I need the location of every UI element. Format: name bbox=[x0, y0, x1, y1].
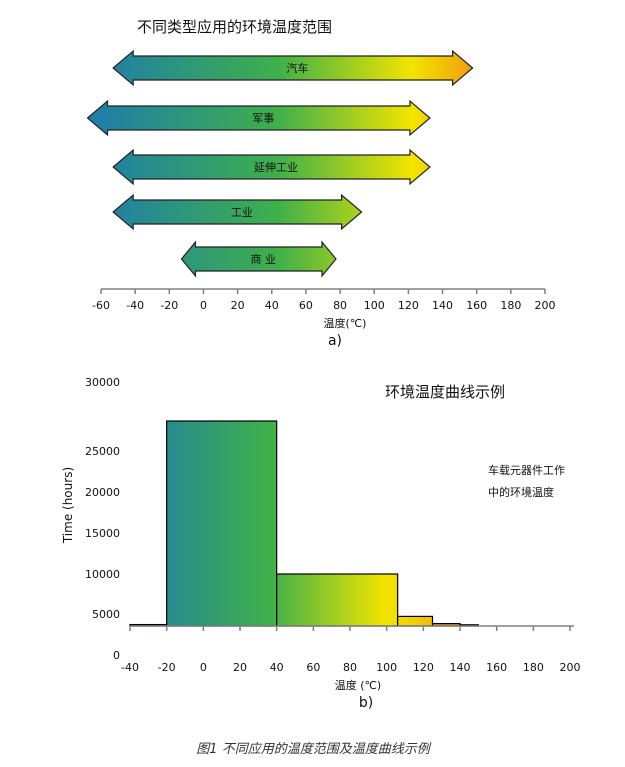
figure-caption: 图1 不同应用的温度范围及温度曲线示例 bbox=[196, 741, 431, 757]
bar-y-ticks: 0 5000 10000 15000 20000 25000 30000 bbox=[85, 376, 120, 662]
bar-x-tick-label: -20 bbox=[158, 661, 176, 674]
bar-x-axis-label: 温度 (℃) bbox=[335, 678, 381, 692]
range-arrow-label: 延伸工业 bbox=[254, 161, 298, 174]
bar-x-tick-label: 200 bbox=[560, 661, 581, 674]
bar-chart-title: 环境温度曲线示例 bbox=[385, 383, 505, 401]
panel-a-label: a) bbox=[328, 333, 342, 349]
range-arrow-body bbox=[112, 49, 474, 87]
bar-y-tick-label: 25000 bbox=[85, 445, 120, 458]
range-x-tick-label: 200 bbox=[535, 299, 556, 312]
bar-y-tick-label: 15000 bbox=[85, 527, 120, 540]
range-chart-title: 不同类型应用的环境温度范围 bbox=[137, 18, 332, 36]
bar-chart-annotation-line-1: 车载元器件工作 bbox=[488, 463, 565, 477]
bar-y-tick-label: 10000 bbox=[85, 568, 120, 581]
range-arrow-body bbox=[112, 148, 431, 186]
bar-x-tick-label: 80 bbox=[343, 661, 357, 674]
range-x-tick-label: 20 bbox=[231, 299, 245, 312]
range-x-tick-label: 0 bbox=[200, 299, 207, 312]
histogram-bar bbox=[166, 420, 278, 627]
range-x-tick-label: 40 bbox=[265, 299, 279, 312]
range-x-tick-label: 100 bbox=[364, 299, 385, 312]
histogram-bar bbox=[397, 615, 434, 627]
range-arrow-body bbox=[86, 99, 431, 137]
range-x-tick-label: 80 bbox=[333, 299, 347, 312]
range-x-tick-label: 120 bbox=[398, 299, 419, 312]
range-x-ticks: -60 -40 -20 0 20 40 60 80 100 120 140 160 180 200 bbox=[92, 289, 556, 312]
bar-y-tick-label: 20000 bbox=[85, 486, 120, 499]
bar-x-tick-label: 160 bbox=[486, 661, 507, 674]
range-arrow-label: 军事 bbox=[252, 112, 274, 125]
range-x-tick-label: -40 bbox=[126, 299, 144, 312]
range-x-axis-label: 温度(℃) bbox=[324, 316, 367, 330]
range-arrow: 延伸工业 bbox=[112, 148, 431, 186]
bar-x-tick-label: 20 bbox=[233, 661, 247, 674]
bar-chart-annotation-line-2: 中的环境温度 bbox=[488, 485, 554, 499]
bar-x-tick-label: 0 bbox=[200, 661, 207, 674]
panel-b-label: b) bbox=[359, 695, 373, 711]
bar-y-tick-label: 30000 bbox=[85, 376, 120, 389]
range-arrow-label: 汽车 bbox=[286, 61, 308, 75]
range-arrow-body bbox=[112, 193, 363, 231]
range-arrow-label: 商 业 bbox=[250, 252, 276, 266]
bar-x-tick-label: 120 bbox=[413, 661, 434, 674]
bar-y-tick-label: 5000 bbox=[92, 608, 120, 621]
histogram-bar bbox=[276, 573, 399, 627]
bar-x-tick-label: 40 bbox=[270, 661, 284, 674]
range-x-tick-label: 180 bbox=[500, 299, 521, 312]
range-x-tick-label: 140 bbox=[432, 299, 453, 312]
bar-y-axis-label: Time (hours) bbox=[61, 467, 75, 544]
range-x-tick-label: -60 bbox=[92, 299, 110, 312]
bar-y-tick-label: 0 bbox=[113, 649, 120, 662]
range-x-tick-label: -20 bbox=[160, 299, 178, 312]
range-arrow-body bbox=[180, 240, 337, 278]
range-arrow: 军事 bbox=[86, 99, 431, 137]
bar-chart: 环境温度曲线示例 车载元器件工作 中的环境温度 0 5000 10000 15000 2… bbox=[61, 376, 581, 711]
range-arrow: 汽车 bbox=[112, 49, 474, 87]
range-x-tick-label: 160 bbox=[466, 299, 487, 312]
range-arrow: 商 业 bbox=[180, 240, 337, 278]
range-x-tick-label: 60 bbox=[299, 299, 313, 312]
range-arrow: 工业 bbox=[112, 193, 363, 231]
bar-x-tick-label: 60 bbox=[306, 661, 320, 674]
bar-x-tick-label: 140 bbox=[450, 661, 471, 674]
bar-x-tick-label: 180 bbox=[523, 661, 544, 674]
bar-x-tick-label: -40 bbox=[121, 661, 139, 674]
range-arrow-label: 工业 bbox=[231, 206, 253, 219]
bar-x-tick-label: 100 bbox=[376, 661, 397, 674]
bar-x-ticks: -40 -20 0 20 40 60 80 100 120 140 160 180 200 bbox=[121, 626, 581, 674]
histogram-bars bbox=[129, 420, 479, 627]
